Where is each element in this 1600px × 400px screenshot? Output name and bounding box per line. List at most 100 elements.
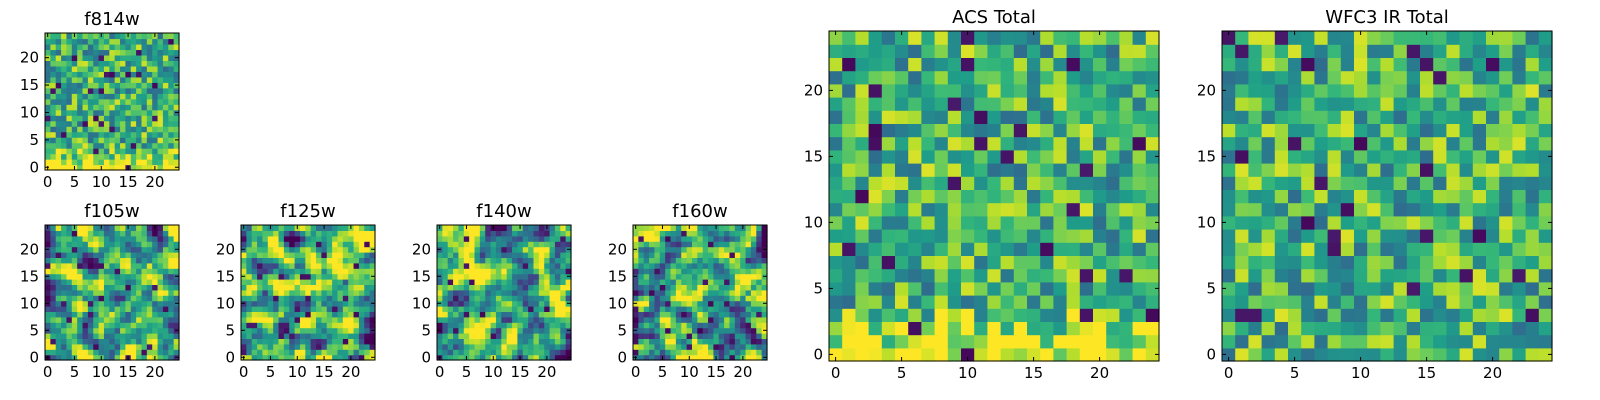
heatmap-cell	[66, 295, 73, 302]
heatmap-cell	[152, 109, 159, 116]
heatmap-cell	[130, 273, 137, 280]
heatmap-cell	[125, 349, 132, 356]
heatmap-cell	[241, 284, 247, 291]
heatmap-cell	[1261, 242, 1276, 256]
heatmap-cell	[469, 262, 476, 269]
heatmap-cell	[501, 338, 508, 345]
heatmap-cell	[1327, 308, 1342, 322]
heatmap-cell	[1093, 242, 1107, 256]
heatmap-cell	[321, 257, 328, 264]
heatmap-cell	[665, 252, 672, 258]
heatmap-cell	[1446, 149, 1461, 164]
heatmap-cell	[1145, 110, 1160, 124]
heatmap-cell	[114, 252, 121, 258]
heatmap-cell	[724, 273, 731, 280]
heatmap-cell	[93, 295, 100, 302]
heatmap-cell	[485, 327, 492, 334]
heatmap-cell	[469, 279, 476, 285]
heatmap-cell	[734, 262, 741, 269]
heatmap-cell	[103, 257, 110, 264]
heatmap-cell	[246, 316, 253, 323]
heatmap-cell	[549, 289, 556, 296]
heatmap-cell	[761, 262, 768, 269]
heatmap-cell	[103, 225, 110, 231]
heatmap-cell	[501, 343, 508, 350]
heatmap-cell	[45, 71, 51, 78]
heatmap-cell	[1132, 255, 1147, 270]
heatmap-cell	[1446, 255, 1461, 270]
heatmap-cell	[273, 246, 280, 253]
heatmap-cell	[708, 225, 714, 231]
heatmap-cell	[114, 82, 121, 89]
heatmap-cell	[1393, 176, 1408, 190]
heatmap-cell	[1053, 70, 1068, 85]
heatmap-cell	[842, 44, 856, 58]
heatmap-cells	[829, 31, 1160, 362]
heatmap-cell	[974, 189, 988, 204]
heatmap-cell	[267, 241, 274, 248]
heatmap-cell	[87, 235, 94, 242]
heatmap-cell	[1066, 255, 1081, 270]
heatmap-cell	[82, 300, 89, 307]
heatmap-cell	[45, 257, 51, 264]
heatmap-cell	[130, 120, 137, 127]
heatmap-cell	[1459, 44, 1474, 58]
heatmap-cell	[1314, 347, 1329, 362]
heatmap-cell	[71, 120, 78, 127]
heatmap-cell	[469, 333, 476, 339]
heatmap-cell	[708, 279, 714, 285]
heatmap-cell	[251, 316, 258, 323]
heatmap-cell	[103, 137, 110, 144]
heatmap-cell	[1093, 268, 1107, 283]
heatmap-cell	[437, 262, 443, 269]
heatmap-cell	[45, 148, 51, 155]
heatmap-cell	[1235, 321, 1249, 336]
heatmap-cell	[130, 33, 137, 40]
heatmap-cell	[921, 295, 936, 309]
heatmap-cell	[299, 257, 306, 264]
heatmap-cell	[332, 343, 339, 350]
heatmap-cell	[120, 279, 126, 285]
heatmap-cell	[262, 279, 269, 285]
heatmap-cell	[1235, 163, 1249, 177]
heatmap-cell	[538, 246, 545, 253]
heatmap-cell	[77, 273, 84, 280]
heatmap-cell	[974, 215, 988, 230]
heatmap-cell	[533, 322, 540, 329]
heatmap-cell	[257, 333, 264, 339]
heatmap-cell	[332, 316, 339, 323]
heatmap-cell	[289, 252, 296, 258]
heatmap-cell	[485, 257, 492, 264]
heatmap-cell	[1314, 215, 1329, 230]
heatmap-cell	[670, 327, 677, 334]
heatmap-cell	[724, 225, 731, 231]
heatmap-cell	[98, 82, 105, 89]
heatmap-cell	[1486, 202, 1500, 217]
heatmap-cell	[168, 109, 175, 116]
heatmap-cell	[246, 295, 253, 302]
heatmap-cell	[87, 142, 94, 149]
heatmap-cell	[168, 142, 175, 149]
heatmap-cell	[337, 279, 344, 285]
heatmap-cell	[66, 33, 73, 40]
heatmap-cell	[369, 333, 376, 339]
heatmap-cell	[130, 65, 137, 72]
heatmap-cell	[141, 148, 148, 155]
heatmap-cell	[109, 289, 116, 296]
heatmap-cell	[665, 268, 672, 275]
heatmap-cell	[458, 354, 465, 361]
heatmap-cell	[1261, 70, 1276, 85]
heatmap-cell	[87, 327, 94, 334]
heatmap-cell	[1040, 44, 1054, 58]
heatmap-cell	[136, 153, 143, 160]
heatmap-cell	[506, 262, 513, 269]
heatmap-cell	[1013, 202, 1028, 217]
heatmap-cell	[1433, 255, 1447, 270]
heatmap-cell	[756, 306, 763, 312]
heatmap-cell	[829, 110, 843, 124]
heatmap-cell	[337, 354, 344, 361]
heatmap-cell	[326, 246, 333, 253]
heatmap-cell	[321, 343, 328, 350]
heatmap-cell	[512, 268, 518, 275]
heatmap-cell	[1066, 189, 1081, 204]
